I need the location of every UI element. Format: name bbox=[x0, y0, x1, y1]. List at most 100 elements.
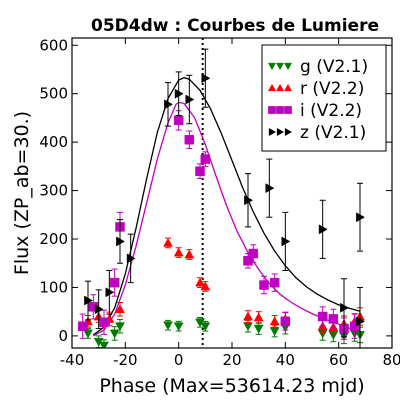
marker-square bbox=[259, 280, 269, 290]
marker-square bbox=[184, 134, 195, 145]
data-point-z-11 bbox=[281, 211, 291, 271]
marker-triangle-right bbox=[185, 94, 195, 105]
data-point-z-13 bbox=[340, 278, 350, 338]
data-point-g-7 bbox=[195, 316, 205, 328]
legend-marker bbox=[267, 62, 277, 71]
data-point-z-2 bbox=[105, 270, 115, 315]
x-tick-label: 60 bbox=[329, 351, 348, 369]
legend-label: z (V2.1) bbox=[300, 123, 366, 143]
data-point-z-1 bbox=[94, 289, 104, 330]
x-axis-label: Phase (Max=53614.23 mjd) bbox=[99, 375, 364, 397]
data-point-r-10 bbox=[253, 311, 264, 324]
fit-curve-z bbox=[92, 77, 361, 336]
marker-square bbox=[99, 317, 109, 328]
marker-triangle-up bbox=[173, 247, 184, 257]
data-point-z-10 bbox=[265, 158, 275, 218]
marker-square bbox=[328, 314, 339, 324]
legend-entry-i: i (V2.2) bbox=[268, 101, 362, 121]
marker-triangle-up bbox=[163, 237, 173, 247]
marker-square bbox=[280, 316, 291, 327]
y-axis-label: Flux (ZP_ab=30.) bbox=[11, 111, 33, 275]
marker-square bbox=[195, 166, 205, 176]
marker-triangle-right bbox=[164, 99, 174, 110]
data-point-i-8 bbox=[200, 151, 211, 167]
fit-curve-i bbox=[92, 101, 361, 337]
legend-marker bbox=[267, 83, 277, 92]
plot-area bbox=[77, 38, 366, 348]
y-tick-label: 100 bbox=[39, 278, 68, 296]
data-point-g-0 bbox=[83, 328, 93, 339]
data-point-r-11 bbox=[269, 315, 280, 328]
marker-triangle-right bbox=[265, 183, 275, 194]
legend-label: i (V2.2) bbox=[300, 101, 362, 121]
plot-clip-group bbox=[77, 38, 366, 348]
data-point-i-9 bbox=[243, 253, 253, 269]
legend-marker bbox=[284, 127, 293, 137]
marker-triangle-right bbox=[126, 253, 136, 264]
marker-triangle-up bbox=[184, 249, 195, 259]
marker-triangle-up bbox=[253, 312, 264, 322]
data-point-z-6 bbox=[174, 71, 184, 116]
data-point-r-8 bbox=[200, 281, 211, 292]
legend-marker bbox=[283, 83, 293, 92]
marker-triangle-up bbox=[243, 311, 253, 321]
marker-triangle-right bbox=[84, 295, 94, 306]
data-point-r-7 bbox=[195, 277, 205, 288]
marker-square bbox=[200, 154, 211, 164]
data-point-z-15 bbox=[356, 286, 366, 348]
marker-triangle-up bbox=[269, 316, 280, 326]
chart-title: 05D4dw : Courbes de Lumiere bbox=[91, 16, 379, 36]
data-point-z-8 bbox=[201, 48, 211, 108]
data-point-i-7 bbox=[195, 163, 205, 179]
legend-label: r (V2.2) bbox=[300, 79, 364, 99]
marker-triangle-down bbox=[200, 322, 211, 332]
marker-square bbox=[173, 115, 184, 126]
marker-triangle-right bbox=[105, 287, 115, 298]
legend-entry-z: z (V2.1) bbox=[268, 123, 366, 143]
marker-triangle-right bbox=[356, 212, 366, 223]
marker-triangle-right bbox=[244, 195, 254, 206]
data-point-g-8 bbox=[200, 320, 211, 332]
data-point-g-5 bbox=[163, 319, 173, 331]
data-point-z-9 bbox=[244, 173, 254, 228]
data-point-i-13 bbox=[280, 312, 291, 331]
data-point-r-3 bbox=[115, 301, 125, 317]
marker-triangle-right bbox=[94, 304, 104, 315]
x-tick-label: -20 bbox=[113, 351, 138, 369]
data-point-r-9 bbox=[243, 310, 253, 323]
data-point-i-6 bbox=[184, 130, 195, 149]
data-point-r-4 bbox=[163, 237, 173, 249]
data-point-g-3 bbox=[109, 326, 120, 341]
marker-triangle-up bbox=[200, 281, 211, 291]
data-point-z-7 bbox=[185, 74, 195, 125]
legend-entry-g: g (V2.1) bbox=[267, 57, 368, 77]
marker-triangle-down bbox=[99, 341, 109, 348]
data-point-z-0 bbox=[84, 280, 94, 321]
y-tick-label: 600 bbox=[39, 36, 68, 54]
data-point-i-11 bbox=[259, 275, 269, 295]
marker-triangle-right bbox=[174, 88, 184, 99]
legend-marker bbox=[276, 106, 284, 114]
legend-label: g (V2.1) bbox=[300, 57, 368, 77]
data-point-z-12 bbox=[318, 199, 328, 259]
marker-triangle-up bbox=[195, 277, 205, 287]
data-point-g-2 bbox=[99, 339, 109, 348]
data-point-i-0 bbox=[77, 313, 88, 339]
data-point-z-4 bbox=[126, 233, 136, 284]
legend-marker bbox=[275, 83, 285, 92]
legend-box bbox=[261, 44, 387, 152]
legend-marker bbox=[275, 62, 285, 71]
data-point-g-4 bbox=[115, 318, 125, 334]
legend: g (V2.1)r (V2.2)i (V2.2)z (V2.1) bbox=[261, 44, 387, 152]
y-tick-label: 0 bbox=[58, 327, 68, 345]
y-tick-label: 500 bbox=[39, 85, 68, 103]
data-point-i-15 bbox=[328, 308, 339, 330]
data-point-r-6 bbox=[184, 249, 195, 260]
x-tick-label: 20 bbox=[222, 351, 241, 369]
x-tick-label: -40 bbox=[60, 351, 85, 369]
marker-triangle-right bbox=[281, 236, 291, 247]
data-point-g-6 bbox=[173, 320, 184, 332]
legend-marker bbox=[284, 106, 292, 114]
data-point-z-14 bbox=[356, 182, 366, 252]
